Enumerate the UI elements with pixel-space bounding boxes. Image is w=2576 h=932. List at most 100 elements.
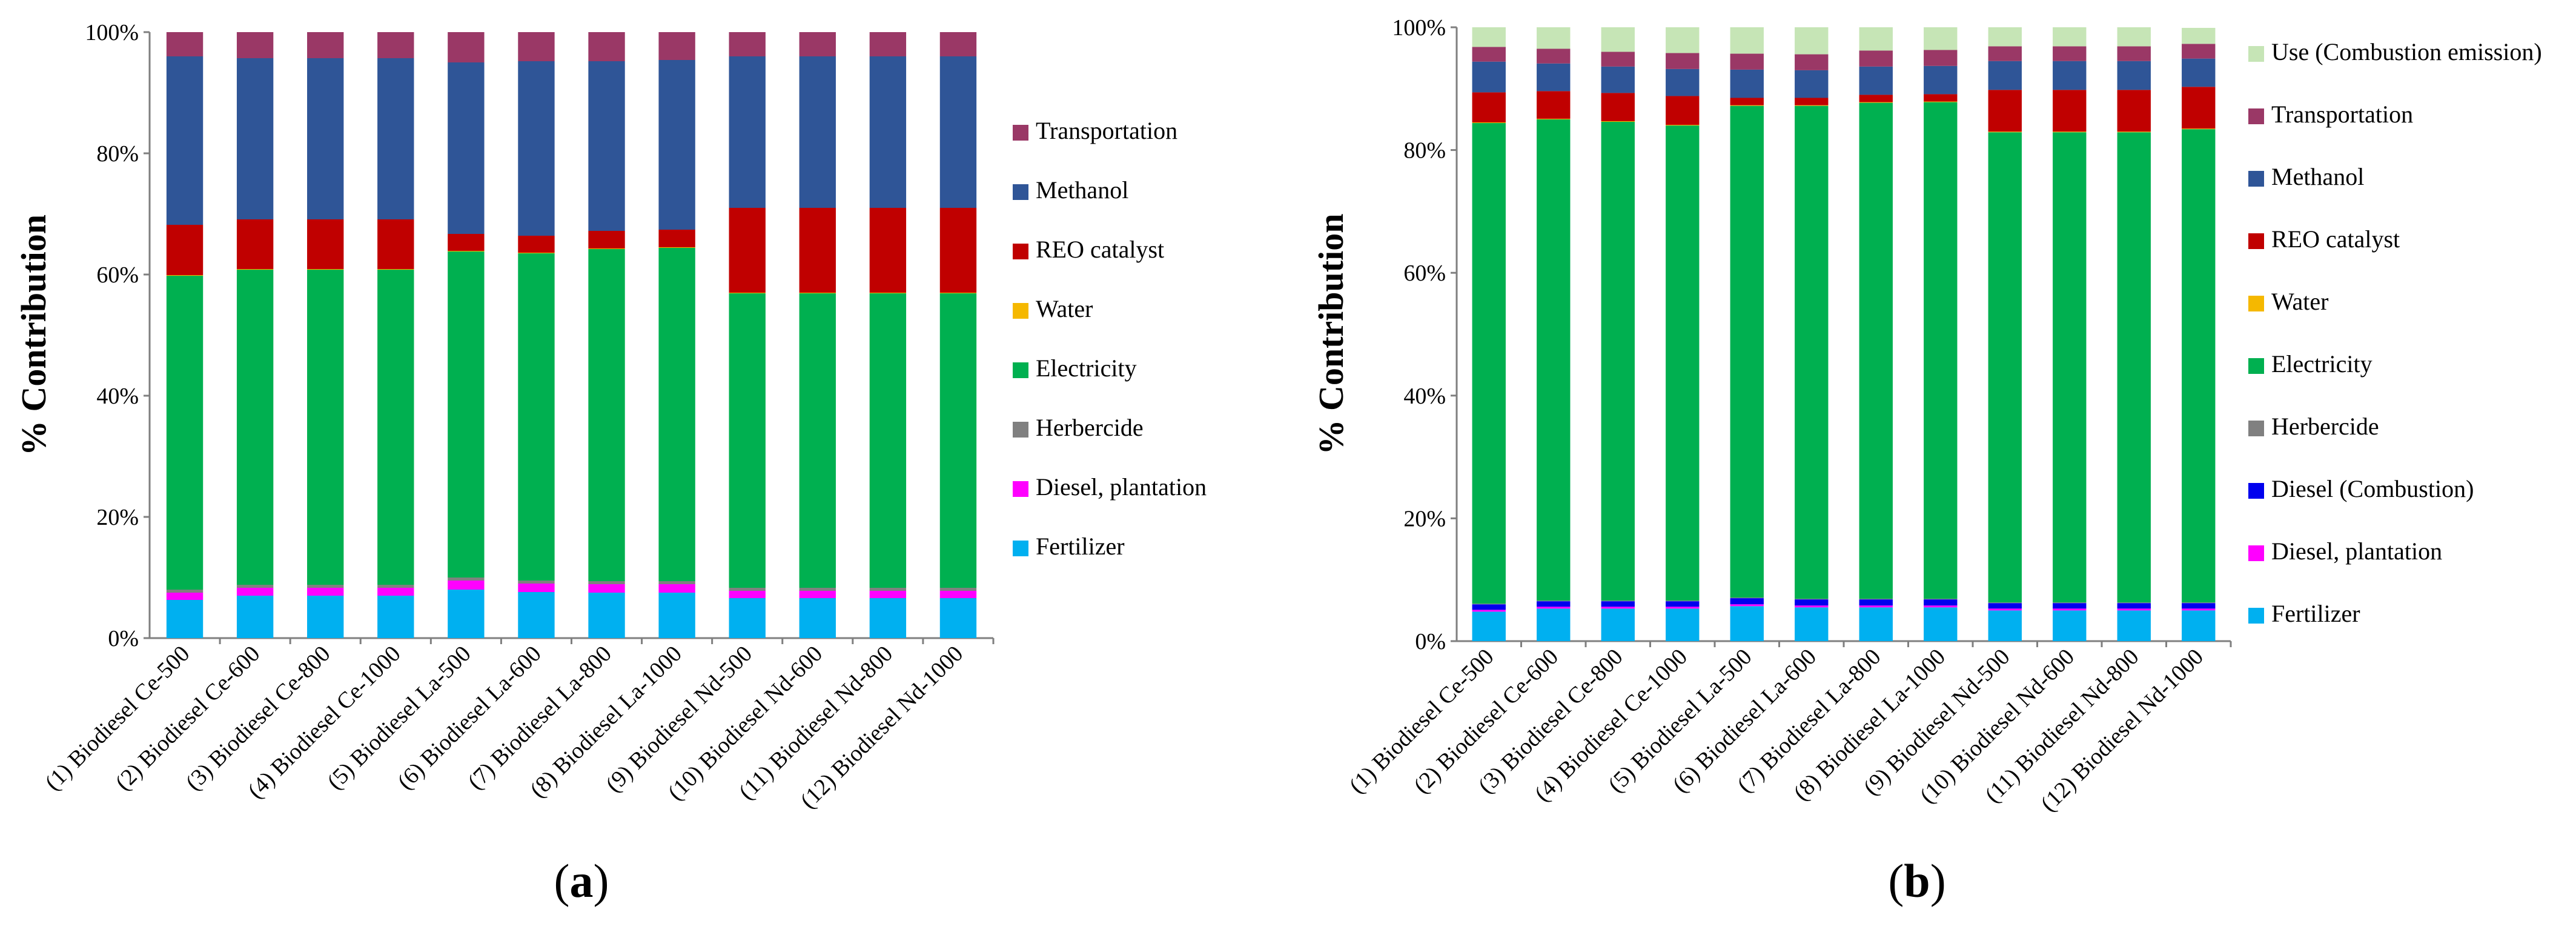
bar-segment-fertilizer (799, 598, 836, 638)
bar-segment-electricity (1601, 122, 1635, 601)
bar-segment-methanol (307, 58, 344, 219)
bar-segment-herbercide (729, 588, 766, 591)
bar-segment-water (1795, 105, 1829, 106)
bar-segment-transportation (1472, 47, 1506, 62)
bar-segment-reo-catalyst (729, 208, 766, 293)
bar-segment-diesel-combustion (1472, 604, 1506, 610)
bar-segment-herbercide (166, 590, 204, 593)
bar-segment-fertilizer (2182, 610, 2216, 641)
bar-segment-electricity (1988, 132, 2022, 603)
bar-segment-water (377, 269, 414, 270)
bar-segment-diesel-combustion (1859, 599, 1893, 606)
legend-swatch-electricity (1013, 362, 1028, 378)
bar-segment-electricity (377, 270, 414, 585)
bar-segment-water (1859, 102, 1893, 103)
bar-segment-water (2117, 131, 2151, 133)
bar-segment-reo-catalyst (588, 231, 625, 248)
legend-swatch-methanol (1013, 184, 1028, 200)
legend-label-fertilizer: Fertilizer (1036, 533, 1125, 560)
legend-swatch-transportation (2248, 108, 2264, 124)
legend-swatch-methanol (2248, 171, 2264, 187)
bar-segment-diesel-plantation (1730, 604, 1764, 607)
legend-swatch-water (2248, 296, 2264, 311)
caption-paren-close: ) (1930, 854, 1946, 907)
bar-segment-transportation (166, 32, 204, 56)
y-axis-label: % Contribution (1311, 213, 1351, 454)
bar-segment-fertilizer (1730, 606, 1764, 641)
bar-segment-fertilizer (1472, 611, 1506, 641)
legend-label-herbercide: Herbercide (1036, 414, 1144, 441)
bar-segment-use-combustion-emission (2053, 27, 2087, 47)
bar-segment-water (588, 248, 625, 249)
bar-segment-reo-catalyst (1601, 93, 1635, 121)
bar-segment-transportation (1666, 53, 1700, 69)
bar-segment-herbercide (2117, 602, 2151, 604)
bar-segment-fertilizer (1924, 607, 1958, 641)
bar-segment-diesel-plantation (869, 591, 907, 598)
bar-segment-diesel-plantation (307, 588, 344, 596)
bar-segment-electricity (518, 253, 555, 581)
bar-segment-diesel-plantation (448, 581, 485, 590)
bar-segment-herbercide (377, 585, 414, 588)
legend-label-electricity: Electricity (2271, 350, 2372, 378)
bar-segment-methanol (588, 61, 625, 231)
legend-label-use-combustion-emission: Use (Combustion emission) (2271, 38, 2542, 65)
bar-segment-transportation (518, 32, 555, 61)
bar-segment-electricity (1730, 105, 1764, 598)
bar-segment-reo-catalyst (1988, 90, 2022, 132)
bar-segment-methanol (448, 62, 485, 234)
bar-segment-use-combustion-emission (1924, 27, 1958, 50)
bar-segment-methanol (166, 56, 204, 225)
bar-segment-water (1730, 105, 1764, 106)
bar-segment-herbercide (307, 585, 344, 588)
bar-segment-fertilizer (939, 598, 977, 638)
bar-segment-electricity (236, 270, 274, 585)
bar-segment-reo-catalyst (1472, 92, 1506, 123)
legend-label-reo-catalyst: REO catalyst (2271, 225, 2400, 253)
bar-segment-reo-catalyst (658, 230, 695, 247)
bar-segment-transportation (588, 32, 625, 61)
bar-segment-transportation (236, 32, 274, 58)
bar-segment-electricity (448, 251, 485, 578)
legend-swatch-diesel-plantation (2248, 545, 2264, 561)
bar-segment-use-combustion-emission (1472, 27, 1506, 47)
y-tick-label: 100% (1392, 15, 1446, 41)
bar-segment-herbercide (658, 581, 695, 584)
bar-segment-fertilizer (1601, 608, 1635, 641)
panel-caption: (a) (554, 854, 609, 907)
legend-swatch-herbercide (2248, 421, 2264, 436)
bar-segment-electricity (729, 293, 766, 588)
bar-segment-transportation (658, 32, 695, 60)
bar-segment-methanol (658, 60, 695, 230)
bar-segment-transportation (448, 32, 485, 62)
y-tick-label: 100% (85, 20, 139, 45)
bar-segment-use-combustion-emission (1666, 27, 1700, 53)
bar-segment-fertilizer (1795, 607, 1829, 641)
bar-segment-water (2182, 128, 2216, 130)
bar-segment-herbercide (2182, 602, 2216, 604)
bar-segment-electricity (1795, 105, 1829, 599)
bar-segment-electricity (1666, 125, 1700, 601)
legend-label-diesel-combustion: Diesel (Combustion) (2271, 475, 2474, 502)
legend-label-diesel-plantation: Diesel, plantation (2271, 538, 2442, 565)
bar-segment-herbercide (869, 588, 907, 591)
bar-segment-fertilizer (1537, 608, 1571, 641)
bar-segment-reo-catalyst (2182, 87, 2216, 129)
bar-segment-use-combustion-emission (1988, 27, 2022, 47)
bar-segment-diesel-combustion (1988, 603, 2022, 609)
bar-segment-transportation (307, 32, 344, 58)
y-tick-label: 20% (1403, 506, 1446, 531)
legend-label-methanol: Methanol (1036, 176, 1128, 204)
bar-segment-electricity (2182, 129, 2216, 603)
bar-segment-fertilizer (2117, 610, 2151, 641)
bar-segment-electricity (869, 293, 907, 588)
bar-segment-methanol (1730, 69, 1764, 98)
bar-segment-transportation (1988, 46, 2022, 61)
bar-segment-use-combustion-emission (1601, 27, 1635, 52)
bar-segment-transportation (869, 32, 907, 56)
bar-segment-fertilizer (307, 596, 344, 638)
y-tick-label: 40% (96, 384, 139, 409)
bar-segment-methanol (236, 58, 274, 219)
bar-segment-fertilizer (869, 598, 907, 638)
